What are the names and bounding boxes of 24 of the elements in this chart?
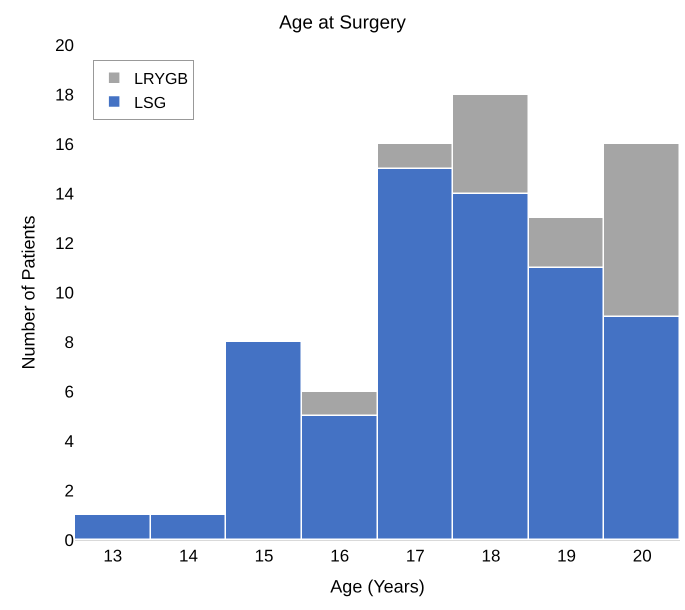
y-tick-label: 2 [64, 481, 74, 500]
x-tick-label: 13 [103, 546, 122, 566]
y-tick-label: 0 [64, 530, 74, 550]
chart-title: Age at Surgery [279, 12, 406, 34]
x-tick-label: 18 [481, 546, 500, 566]
y-tick-label: 8 [64, 332, 74, 352]
y-tick-label: 4 [64, 432, 74, 451]
y-tick-label: 20 [55, 36, 74, 55]
y-tick-label: 16 [55, 134, 74, 154]
x-tick-label: 16 [330, 546, 350, 566]
y-tick-label: 6 [64, 382, 74, 402]
x-tick-label: 20 [632, 546, 652, 566]
legend-label: LSG [134, 94, 166, 112]
x-tick-label: 15 [254, 546, 274, 566]
x-tick-label: 17 [406, 546, 425, 566]
y-tick-label: 10 [55, 283, 74, 302]
x-tick-label: 19 [557, 546, 576, 566]
y-tick-label: 12 [55, 234, 74, 253]
y-axis-title: Number of Patients [18, 215, 38, 370]
legend-label: LRYGB [134, 70, 188, 88]
y-tick-label: 14 [55, 184, 74, 204]
x-axis-title: Age (Years) [330, 576, 425, 596]
y-tick-label: 18 [55, 85, 74, 104]
x-tick-label: 14 [178, 546, 198, 566]
